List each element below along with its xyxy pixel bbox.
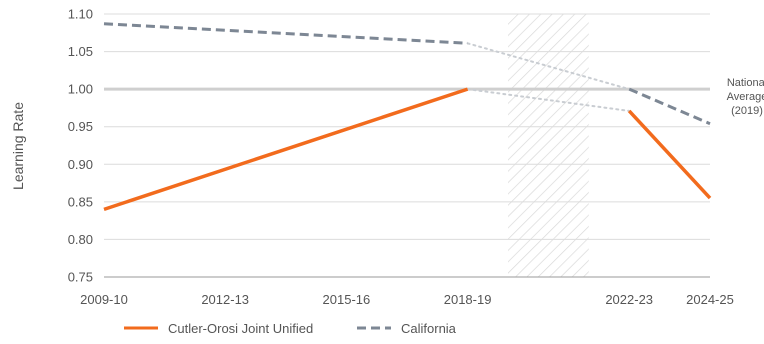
projection-connector (466, 42, 631, 91)
legend-label: Cutler-Orosi Joint Unified (168, 321, 313, 336)
y-tick-label: 0.85 (68, 194, 93, 209)
x-tick-label: 2018-19 (444, 292, 492, 307)
x-tick-label: 2015-16 (323, 292, 371, 307)
california-line (103, 22, 468, 45)
x-tick-label: 2024-25 (686, 292, 734, 307)
y-tick-label: 0.75 (68, 270, 93, 285)
reference-line-label: (2019) (731, 105, 763, 117)
district-line (103, 87, 469, 212)
y-tick-label: 1.00 (68, 82, 93, 97)
y-tick-label: 1.10 (68, 7, 93, 22)
legend-label: California (401, 321, 457, 336)
district-line (627, 109, 712, 200)
shaded-interval (508, 14, 589, 277)
x-tick-label: 2012-13 (201, 292, 249, 307)
y-tick-label: 0.80 (68, 232, 93, 247)
y-axis-title: Learning Rate (10, 102, 26, 190)
reference-line-label: National (727, 77, 764, 89)
y-tick-label: 0.95 (68, 119, 93, 134)
y-tick-label: 1.05 (68, 44, 93, 59)
california-line (628, 87, 711, 126)
x-tick-label: 2022-23 (605, 292, 653, 307)
y-tick-label: 0.90 (68, 157, 93, 172)
x-tick-label: 2009-10 (80, 292, 128, 307)
reference-line-label: Average (727, 91, 764, 103)
